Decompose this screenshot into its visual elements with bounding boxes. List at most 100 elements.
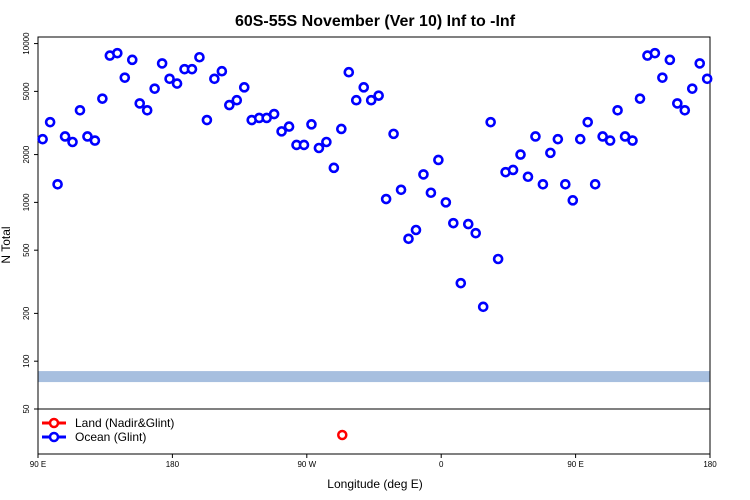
ocean-data-point [343,66,355,78]
ocean-data-point [574,133,586,145]
ocean-data-point [537,178,549,190]
ocean-data-point [552,133,564,145]
ocean-data-point [126,54,138,66]
ocean-data-point [433,154,444,166]
ocean-data-point [328,162,340,174]
ocean-data-point [276,126,287,137]
ocean-data-point [97,93,108,104]
ocean-data-point [492,253,504,265]
y-tick-label: 50 [22,404,31,413]
ocean-data-point [321,136,332,148]
ocean-data-point [336,123,347,135]
y-tick-label: 100 [22,354,31,368]
chart-title: 60S-55S November (Ver 10) Inf to -Inf [235,13,516,30]
ocean-data-point [82,131,93,142]
ocean-data-point [657,72,668,83]
ocean-data-point [52,178,63,190]
ocean-data-point [649,47,661,59]
ocean-data-point [141,105,153,116]
legend-ocean-marker [48,431,60,443]
y-tick-label: 500 [22,243,31,257]
y-tick-label: 10000 [22,32,31,55]
ocean-data-point [37,133,48,145]
ocean-data-point [224,99,235,111]
ocean-data-point [67,136,78,148]
y-tick-label: 5000 [22,82,31,100]
x-tick-label: 90 E [30,460,46,469]
ocean-data-point [283,121,295,132]
ocean-data-point [395,184,407,196]
ocean-data-point [515,149,526,160]
ocean-data-point [545,147,556,159]
ocean-data-point [530,131,541,142]
reference-band [38,371,710,383]
ocean-data-point [604,135,616,146]
ocean-data-point [209,73,220,85]
ocean-data-point [373,90,384,101]
ocean-data-point [448,217,459,229]
ocean-data-point [701,73,713,85]
plot-frame [37,36,711,455]
ocean-data-point [582,116,594,128]
legend-entry-land: Land (Nadir&Glint) [42,416,174,430]
ocean-data-point [59,131,71,142]
land-data-point [337,429,348,441]
ocean-data-point [112,47,123,59]
ocean-data-point [686,83,698,94]
ocean-data-point [679,105,691,116]
ocean-data-point [485,116,496,128]
ocean-data-point [74,105,86,116]
ocean-data-point [560,178,571,190]
ocean-data-point [164,73,175,85]
ocean-data-point [231,94,243,106]
ocean-data-point [365,94,377,106]
ocean-data-point [186,63,198,75]
ocean-data-point [149,83,160,94]
ocean-data-point [418,169,429,180]
legend: Land (Nadir&Glint) Ocean (Glint) [42,416,174,444]
ocean-data-point [313,142,325,154]
ocean-data-point [44,116,56,128]
ocean-data-point [156,58,168,69]
ocean-data-point [462,218,474,230]
ocean-data-point [634,93,646,104]
ocean-data-point [388,128,399,140]
ocean-data-point [306,119,317,130]
ocean-data-point [672,98,683,109]
ocean-data-point [380,193,392,205]
ocean-data-point [440,197,452,208]
legend-ocean-label: Ocean (Glint) [75,430,146,444]
ocean-data-point [567,195,579,206]
ocean-data-point [119,72,131,83]
x-tick-label: 180 [166,460,180,469]
y-tick-label: 1000 [22,193,31,211]
ocean-data-point [89,135,101,146]
ocean-data-point [619,131,631,142]
x-tick-label: 0 [439,460,444,469]
ocean-data-point [171,78,183,89]
ocean-data-point [477,301,489,313]
ocean-data-point [507,164,519,176]
ocean-data-point [612,105,623,116]
x-axis-label: Longitude (deg E) [327,477,422,491]
ocean-data-point [201,114,213,126]
y-tick-label: 2000 [22,145,31,163]
ocean-data-point [589,178,601,190]
ocean-data-point [134,98,146,109]
ocean-data-point [694,58,706,69]
x-tick-label: 90 E [567,460,583,469]
ocean-data-point [216,65,228,77]
ocean-data-point [268,108,280,120]
ocean-data-point [403,233,414,245]
ocean-data-point [522,171,534,183]
ocean-data-point [410,224,422,236]
legend-land-label: Land (Nadir&Glint) [75,416,174,430]
y-axis-label: N Total [0,226,13,263]
ocean-data-point [350,94,362,106]
x-tick-label: 90 W [297,460,316,469]
ocean-data-point [470,227,482,239]
legend-entry-ocean: Ocean (Glint) [42,430,146,444]
legend-land-marker [48,417,60,429]
ocean-data-point [194,51,205,63]
